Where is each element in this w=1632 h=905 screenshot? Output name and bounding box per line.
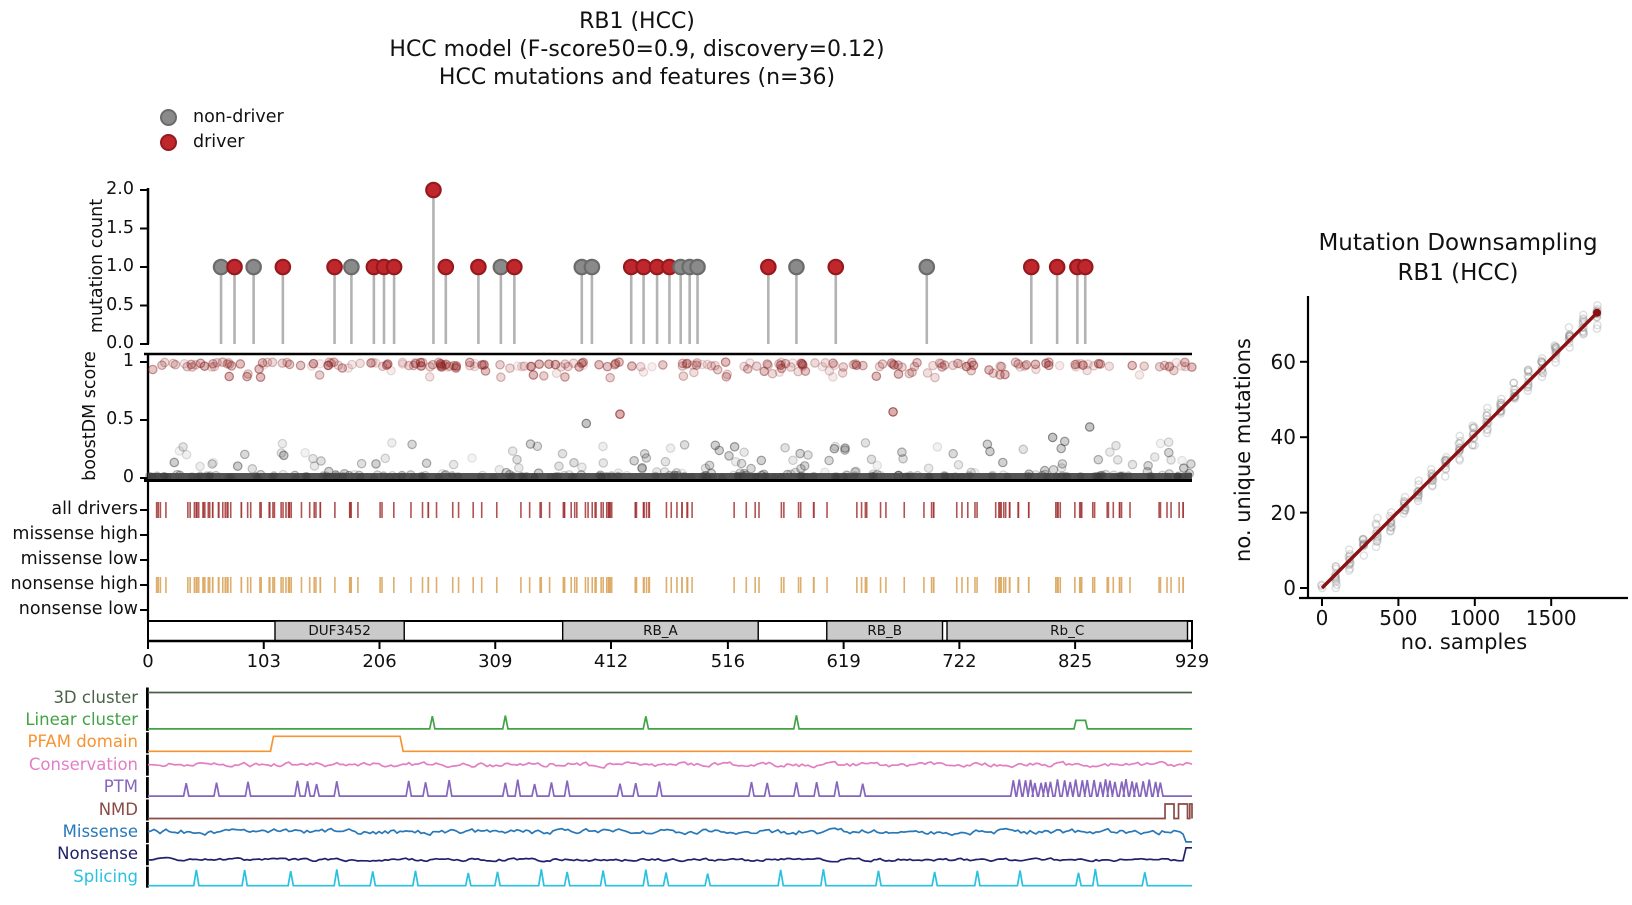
position-axis-tick-label: 619	[826, 651, 861, 672]
mutation-count-tick-label: 1.0	[106, 256, 134, 276]
position-axis-tick-label: 309	[478, 651, 513, 672]
mutation-count-tick-label: 2.0	[106, 179, 134, 199]
boostdm-score-tick-label: 1	[122, 351, 134, 371]
downsampling-xtick-label: 500	[1379, 606, 1418, 630]
downsampling-ytick-label: 40	[1270, 425, 1296, 450]
feature-label-Missense: Missense	[62, 821, 138, 841]
figure-title-line-2: HCC model (F-score50=0.9, discovery=0.12…	[389, 37, 885, 62]
feature-label-Conservation: Conservation	[28, 754, 138, 774]
driver-dot-icon	[160, 133, 177, 151]
mutation-count-tick-label: 1.5	[106, 217, 134, 238]
domain-label-RB_A: RB_A	[643, 623, 678, 639]
domain-label-Rb_C: Rb_C	[1050, 623, 1085, 639]
figure-title-line-3: HCC mutations and features (n=36)	[438, 65, 836, 90]
boostdm-score-tick-label: 0	[122, 467, 134, 487]
downsampling-ytick-label: 60	[1270, 349, 1296, 374]
mutation-count-tick-label: 0.0	[106, 333, 134, 353]
feature-label-PTM: PTM	[103, 777, 138, 797]
boostdm-score-tick-label: 0.5	[106, 409, 134, 429]
feature-label-Splicing: Splicing	[73, 866, 138, 886]
position-axis-tick-label: 516	[710, 651, 746, 672]
mutation-count-tick-label: 0.5	[106, 294, 134, 315]
position-axis-tick-label: 0	[142, 651, 154, 672]
legend-label-non-driver: non-driver	[193, 107, 284, 127]
figure-title-line-1: RB1 (HCC)	[579, 9, 695, 34]
feature-label-NMD: NMD	[98, 799, 138, 819]
downsampling-xtick-label: 1500	[1525, 606, 1577, 630]
figure-title: RB1 (HCC) HCC model (F-score50=0.9, disc…	[137, 8, 1137, 92]
track-row-label-all-drivers: all drivers	[51, 499, 138, 519]
domain-label-RB_B: RB_B	[867, 623, 902, 639]
feature-label-Nonsense: Nonsense	[57, 844, 138, 864]
legend-item-driver: driver	[160, 130, 244, 154]
track-row-label-missense-high: missense high	[12, 524, 138, 544]
track-row-label-nonsense-high: nonsense high	[10, 574, 138, 594]
position-axis-tick-label: 929	[1174, 651, 1210, 672]
position-axis-tick-label: 206	[362, 651, 397, 672]
feature-label-PFAM-domain: PFAM domain	[27, 732, 139, 752]
non-driver-dot-icon	[160, 108, 177, 126]
downsampling-ytick-label: 0	[1283, 576, 1296, 600]
track-row-label-missense-low: missense low	[20, 549, 138, 569]
downsampling-ytick-label: 20	[1270, 500, 1296, 525]
downsampling-title: Mutation Downsampling RB1 (HCC)	[1258, 228, 1632, 288]
position-axis-tick-label: 103	[246, 651, 281, 672]
feature-label-Linear-cluster: Linear cluster	[25, 709, 138, 729]
downsampling-title-line-1: Mutation Downsampling	[1318, 230, 1598, 256]
legend-item-non-driver: non-driver	[160, 105, 284, 129]
position-axis-tick-label: 825	[1057, 651, 1093, 672]
downsampling-title-line-2: RB1 (HCC)	[1397, 260, 1519, 286]
downsampling-xtick-label: 0	[1315, 606, 1329, 630]
downsampling-xtick-label: 1000	[1449, 606, 1501, 630]
position-axis-tick-label: 412	[593, 651, 629, 672]
legend-label-driver: driver	[193, 132, 245, 152]
domain-label-DUF3452: DUF3452	[308, 623, 371, 639]
downsampling-xlabel: no. samples	[1400, 630, 1528, 654]
feature-label-3D-cluster: 3D cluster	[53, 687, 138, 707]
position-axis-tick-label: 722	[942, 651, 977, 672]
track-row-label-nonsense-low: nonsense low	[18, 599, 138, 619]
